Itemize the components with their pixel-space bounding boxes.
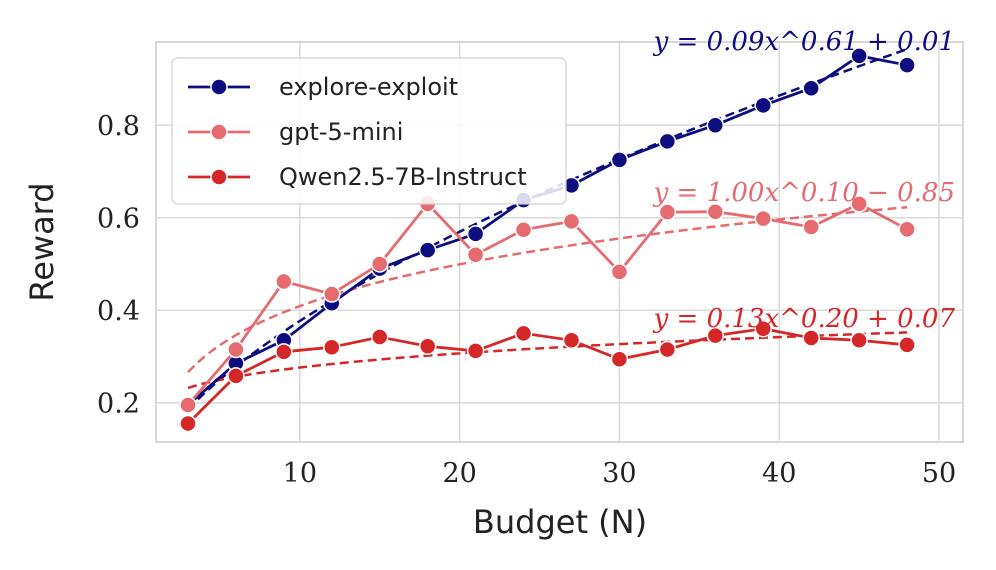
x-axis-label: Budget (N) <box>473 503 647 541</box>
y-axis-label: Reward <box>23 182 61 301</box>
y-tick-label: 0.6 <box>97 204 140 235</box>
data-point-gpt-5-mini <box>898 220 916 239</box>
fit-label-qwen2-5-7b-instruct: y = 0.13x^0.20 + 0.07 <box>653 304 956 334</box>
y-tick-label: 0.8 <box>97 111 140 142</box>
legend-marker-explore-exploit <box>210 78 228 96</box>
data-point-gpt-5-mini <box>562 212 581 231</box>
x-tick-label: 50 <box>922 458 956 489</box>
data-point-gpt-5-mini <box>275 272 293 291</box>
data-point-qwen2-5-7b-instruct <box>898 336 916 354</box>
legend-label-gpt-5-mini: gpt-5-mini <box>279 118 403 146</box>
x-tick-label: 10 <box>283 458 317 489</box>
data-point-qwen2-5-7b-instruct <box>227 367 245 385</box>
x-tick-labels: 10 20 30 40 50 <box>283 458 957 489</box>
legend-box <box>171 57 567 205</box>
fit-label-gpt-5-mini: y = 1.00x^0.10 − 0.85 <box>653 178 955 208</box>
data-point-gpt-5-mini <box>850 195 868 213</box>
data-point-qwen2-5-7b-instruct <box>370 328 389 346</box>
data-point-gpt-5-mini <box>466 245 485 264</box>
data-point-gpt-5-mini <box>706 202 725 221</box>
data-point-gpt-5-mini <box>323 285 341 303</box>
data-point-explore-exploit <box>418 241 437 259</box>
data-point-gpt-5-mini <box>802 218 820 236</box>
data-point-explore-exploit <box>850 47 868 65</box>
data-point-qwen2-5-7b-instruct <box>754 319 772 338</box>
data-point-explore-exploit <box>802 79 820 97</box>
legend-label-qwen2-5-7b-instruct: Qwen2.5-7B-Instruct <box>279 163 527 191</box>
data-point-qwen2-5-7b-instruct <box>466 342 485 360</box>
legend-label-explore-exploit: explore-exploit <box>279 73 458 101</box>
y-tick-label: 0.2 <box>97 389 140 420</box>
data-point-qwen2-5-7b-instruct <box>179 414 197 433</box>
data-point-qwen2-5-7b-instruct <box>562 331 581 350</box>
data-point-explore-exploit <box>658 132 677 151</box>
legend: explore-exploit gpt-5-mini Qwen2.5-7B-Inst… <box>171 57 567 205</box>
x-tick-label: 20 <box>442 458 476 489</box>
y-tick-label: 0.4 <box>97 296 140 327</box>
fit-label-explore-exploit: y = 0.09x^0.61 + 0.01 <box>653 27 955 57</box>
fit-curve-gpt-5-mini <box>187 205 908 373</box>
legend-marker-qwen2-5-7b-instruct <box>210 168 228 186</box>
data-point-qwen2-5-7b-instruct <box>658 340 677 359</box>
data-point-qwen2-5-7b-instruct <box>706 326 725 345</box>
data-point-gpt-5-mini <box>514 220 533 239</box>
legend-marker-gpt-5-mini <box>210 123 228 141</box>
data-point-explore-exploit <box>898 56 916 74</box>
data-point-gpt-5-mini <box>610 263 629 281</box>
data-point-qwen2-5-7b-instruct <box>850 331 868 350</box>
data-point-gpt-5-mini <box>227 340 245 359</box>
x-tick-label: 40 <box>762 458 796 489</box>
data-point-explore-exploit <box>466 225 485 243</box>
series-line-gpt-5-mini <box>186 201 908 406</box>
x-tick-label: 30 <box>602 458 636 489</box>
series-line-qwen2-5-7b-instruct <box>187 327 908 425</box>
data-point-explore-exploit <box>754 96 772 115</box>
data-point-qwen2-5-7b-instruct <box>418 337 437 356</box>
data-point-explore-exploit <box>610 151 629 169</box>
fit-equation-labels: y = 0.09x^0.61 + 0.01 y = 1.00x^0.10 − 0.… <box>653 27 956 334</box>
data-point-qwen2-5-7b-instruct <box>323 338 341 356</box>
data-point-gpt-5-mini <box>658 203 677 221</box>
data-point-gpt-5-mini <box>370 255 389 273</box>
data-point-explore-exploit <box>706 116 725 134</box>
data-point-gpt-5-mini <box>179 396 197 414</box>
data-point-qwen2-5-7b-instruct <box>514 324 533 343</box>
data-point-gpt-5-mini <box>754 209 772 228</box>
data-point-qwen2-5-7b-instruct <box>802 329 820 347</box>
data-point-qwen2-5-7b-instruct <box>275 343 293 361</box>
data-point-qwen2-5-7b-instruct <box>610 350 629 368</box>
series-lines <box>179 47 916 433</box>
y-tick-labels: 0.2 0.4 0.6 0.8 <box>97 111 140 419</box>
fit-curve-qwen2-5-7b-instruct <box>187 331 908 390</box>
